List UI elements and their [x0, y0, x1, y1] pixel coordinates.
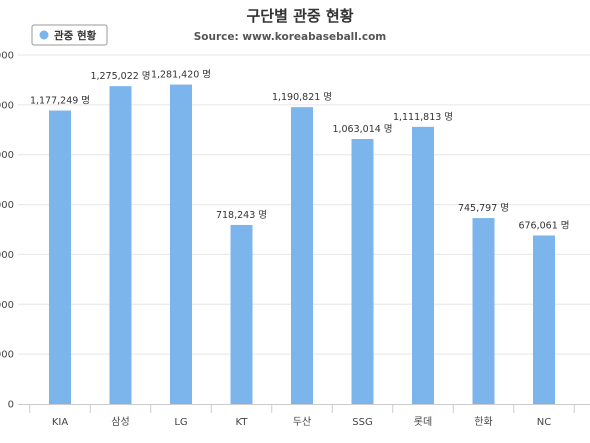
y-tick-label: 1,200,000 [0, 100, 14, 111]
legend-label: 관중 현황 [54, 29, 97, 42]
bar [472, 218, 495, 404]
data-label: 1,281,420 명 [151, 70, 211, 81]
data-label: 1,177,249 명 [30, 96, 90, 107]
x-tick-label: 삼성 [111, 416, 129, 428]
data-label: 718,243 명 [216, 210, 267, 221]
data-label: 1,063,014 명 [332, 124, 392, 135]
bar [412, 126, 434, 404]
x-tick-label: 한화 [474, 416, 492, 428]
x-axis-ticks: KIA삼성LGKT두산SSG롯데한화NC키움 [52, 416, 551, 428]
bar [351, 139, 374, 404]
data-label: 745,797 명 [458, 203, 509, 214]
data-label: 1,111,813 명 [393, 112, 453, 123]
bar [170, 84, 192, 404]
legend[interactable]: 관중 현황 [31, 24, 108, 46]
y-tick-label: 1,000,000 [0, 150, 14, 161]
bar-series [49, 84, 555, 405]
data-label: 1,275,022 명 [90, 71, 150, 82]
bar [533, 235, 555, 404]
bar [291, 107, 313, 405]
y-axis-ticks: 0 200,000 400,000 600,000 800,000 1,000,000 1,… [0, 51, 14, 411]
y-tick-label: 400,000 [0, 300, 14, 311]
legend-marker [39, 30, 49, 40]
data-label: 676,061 명 [518, 220, 569, 231]
y-tick-label: 0 [8, 400, 14, 411]
x-tick-label: SSG [352, 417, 372, 428]
x-tick-label: LG [174, 417, 187, 428]
x-tick-label: 롯데 [414, 416, 432, 428]
legend-box [31, 24, 108, 46]
y-tick-label: 1,400,000 [0, 51, 14, 62]
y-tick-label: 600,000 [0, 250, 14, 261]
data-label: 1,190,821 명 [272, 92, 332, 103]
chart-title: 구단별 관중 현황 [246, 7, 353, 25]
x-axis [18, 404, 590, 413]
x-tick-label: KIA [52, 417, 69, 428]
y-tick-label: 200,000 [0, 350, 14, 361]
x-tick-label: KT [236, 417, 249, 428]
data-labels: 1,177,249 명 1,275,022 명 1,281,420 명 718,243… [30, 70, 570, 232]
chart-subtitle: Source: www.koreabaseball.com [194, 31, 387, 43]
y-tick-label: 800,000 [0, 200, 14, 211]
bar [109, 86, 132, 405]
x-tick-label: 두산 [293, 416, 311, 428]
bar [230, 224, 253, 404]
x-tick-label: NC [537, 417, 551, 428]
bar [49, 110, 71, 405]
